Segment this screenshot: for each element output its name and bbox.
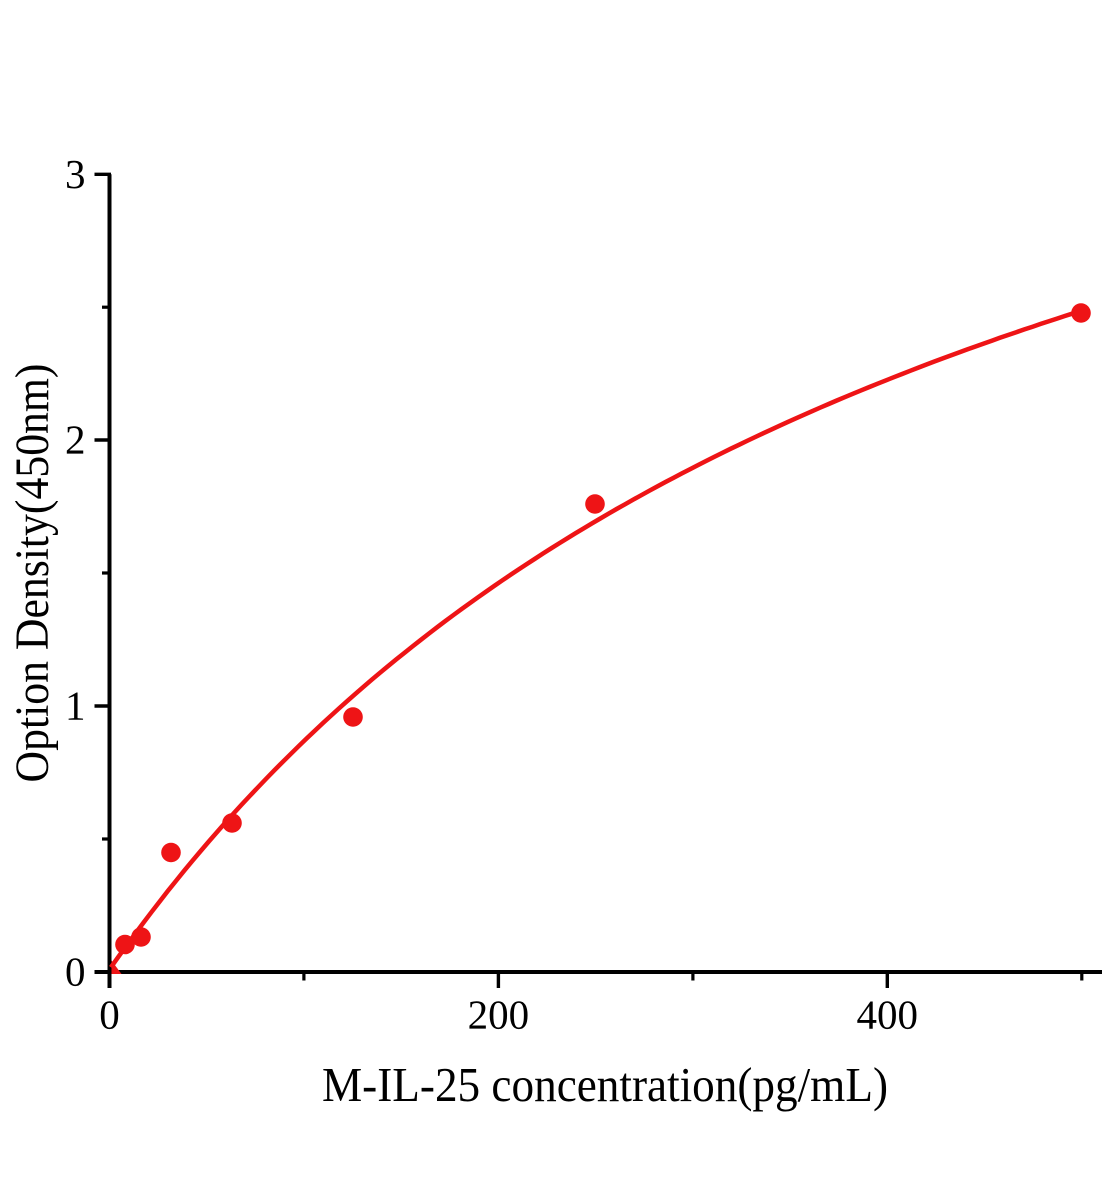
svg-text:0: 0: [65, 949, 86, 995]
svg-text:2: 2: [65, 417, 86, 463]
svg-text:200: 200: [468, 991, 530, 1037]
svg-text:1: 1: [65, 683, 86, 729]
svg-text:3: 3: [65, 151, 86, 197]
svg-text:400: 400: [857, 991, 919, 1037]
svg-text:M-IL-25 concentration(pg/mL): M-IL-25 concentration(pg/mL): [322, 1057, 888, 1112]
svg-text:Option Density(450nm): Option Density(450nm): [6, 364, 59, 783]
svg-text:0: 0: [99, 991, 120, 1037]
